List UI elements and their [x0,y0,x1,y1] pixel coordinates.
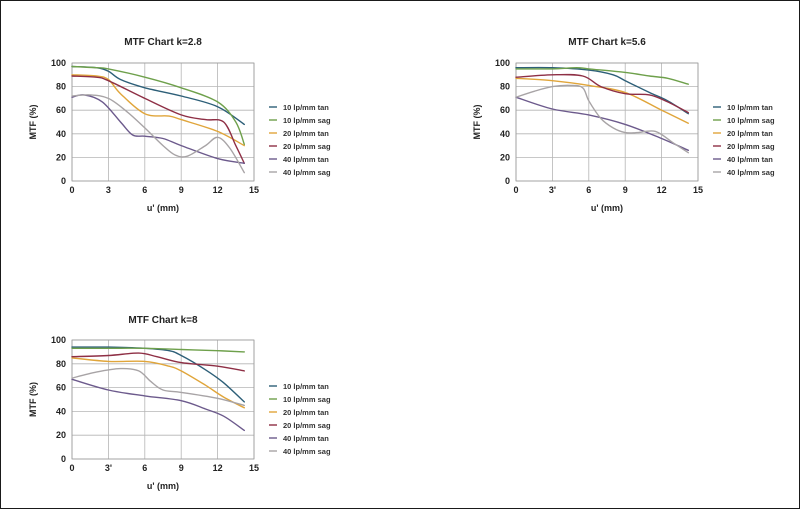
series-line-20-lp-mm-sag [71,352,245,372]
series-line-20-lp-mm-tan [515,77,689,124]
y-tick-label: 20 [56,430,66,440]
y-tick-label: 0 [505,176,510,186]
x-tick-label: 6 [142,185,147,195]
x-axis-label: u' (mm) [147,203,179,213]
plot-area [71,339,255,460]
x-tick-label: 9 [179,463,184,473]
x-tick-label: 12 [657,185,667,195]
series-line-10-lp-mm-sag [515,67,689,85]
y-tick-label: 80 [56,82,66,92]
x-tick-label: 15 [693,185,703,195]
legend-entry: 20 lp/mm sag [283,421,331,430]
legend-entry: 20 lp/mm sag [283,142,331,151]
y-tick-label: 40 [500,129,510,139]
series-line-40-lp-mm-tan [71,94,245,164]
x-tick-label: 12 [213,185,223,195]
legend-entry: 20 lp/mm tan [727,129,773,138]
legend-entry: 10 lp/mm sag [283,395,331,404]
x-tick-label: 9 [179,185,184,195]
x-tick-label: 6 [586,185,591,195]
chart-title: MTF Chart k=5.6 [568,37,646,48]
y-axis-label: MTF (%) [28,105,38,140]
legend-entry: 40 lp/mm sag [283,447,331,456]
y-tick-label: 100 [51,58,66,68]
y-tick-label: 40 [56,406,66,416]
x-axis-label: u' (mm) [147,481,179,491]
series-line-10-lp-mm-tan [515,66,689,115]
y-tick-label: 60 [56,383,66,393]
legend-entry: 10 lp/mm sag [727,116,775,125]
y-tick-label: 40 [56,129,66,139]
series-line-20-lp-mm-tan [71,74,245,147]
mtf-chart-3: 0 3' 6 9 12 15 0 20 40 60 80 100 MTF Chart k=8 u' (mm… [28,315,331,491]
x-tick-label: 0 [69,463,74,473]
y-tick-label: 0 [61,454,66,464]
series-line-40-lp-mm-tan [71,378,245,432]
x-tick-label: 15 [249,185,259,195]
legend-entry: 10 lp/mm tan [283,382,329,391]
x-axis-label: u' (mm) [591,203,623,213]
y-axis-label: MTF (%) [472,105,482,140]
legend-entry: 10 lp/mm tan [283,103,329,112]
x-tick-label: 3' [549,185,556,195]
x-tick-label: 9 [623,185,628,195]
series-line-20-lp-mm-tan [71,357,245,409]
y-tick-label: 20 [56,152,66,162]
legend-entry: 20 lp/mm tan [283,408,329,417]
series-line-10-lp-mm-sag [71,347,245,353]
series-line-40-lp-mm-sag [71,367,245,407]
mtf-chart-1: 0 3 6 9 12 15 0 20 40 60 80 100 MTF Chart k=2.8 u' (m… [28,37,331,213]
y-tick-label: 80 [56,359,66,369]
x-tick-label: 0 [69,185,74,195]
series-line-10-lp-mm-sag [71,65,245,146]
x-tick-label: 0 [513,185,518,195]
legend-entry: 10 lp/mm tan [727,103,773,112]
chart-title: MTF Chart k=8 [128,315,198,326]
series-line-20-lp-mm-sag [71,75,245,164]
legend-entry: 40 lp/mm tan [283,155,329,164]
chart-title: MTF Chart k=2.8 [124,37,202,48]
x-tick-label: 3 [106,185,111,195]
plot-area [515,62,699,182]
legend-entry: 40 lp/mm sag [727,168,775,177]
y-tick-label: 60 [56,105,66,115]
y-axis-label: MTF (%) [28,382,38,417]
x-tick-label: 3' [105,463,112,473]
y-tick-label: 100 [51,335,66,345]
x-tick-label: 15 [249,463,259,473]
legend-entry: 20 lp/mm sag [727,142,775,151]
x-tick-label: 6 [142,463,147,473]
mtf-chart-2: 0 3' 6 9 12 15 0 20 40 60 80 100 MTF Chart k=5.6 u' (… [472,37,775,213]
series-line-10-lp-mm-tan [71,346,245,403]
legend-entry: 40 lp/mm sag [283,168,331,177]
legend-entry: 40 lp/mm tan [283,434,329,443]
series-line-40-lp-mm-tan [515,96,689,151]
series-line-40-lp-mm-sag [71,94,245,174]
x-tick-label: 12 [213,463,223,473]
y-tick-label: 60 [500,105,510,115]
series-line-20-lp-mm-sag [515,73,689,114]
legend-entry: 20 lp/mm tan [283,129,329,138]
y-tick-label: 80 [500,82,510,92]
legend-entry: 10 lp/mm sag [283,116,331,125]
y-tick-label: 20 [500,152,510,162]
legend-entry: 40 lp/mm tan [727,155,773,164]
y-tick-label: 100 [495,58,510,68]
plot-area [71,62,255,182]
y-tick-label: 0 [61,176,66,186]
series-line-40-lp-mm-sag [515,84,689,154]
